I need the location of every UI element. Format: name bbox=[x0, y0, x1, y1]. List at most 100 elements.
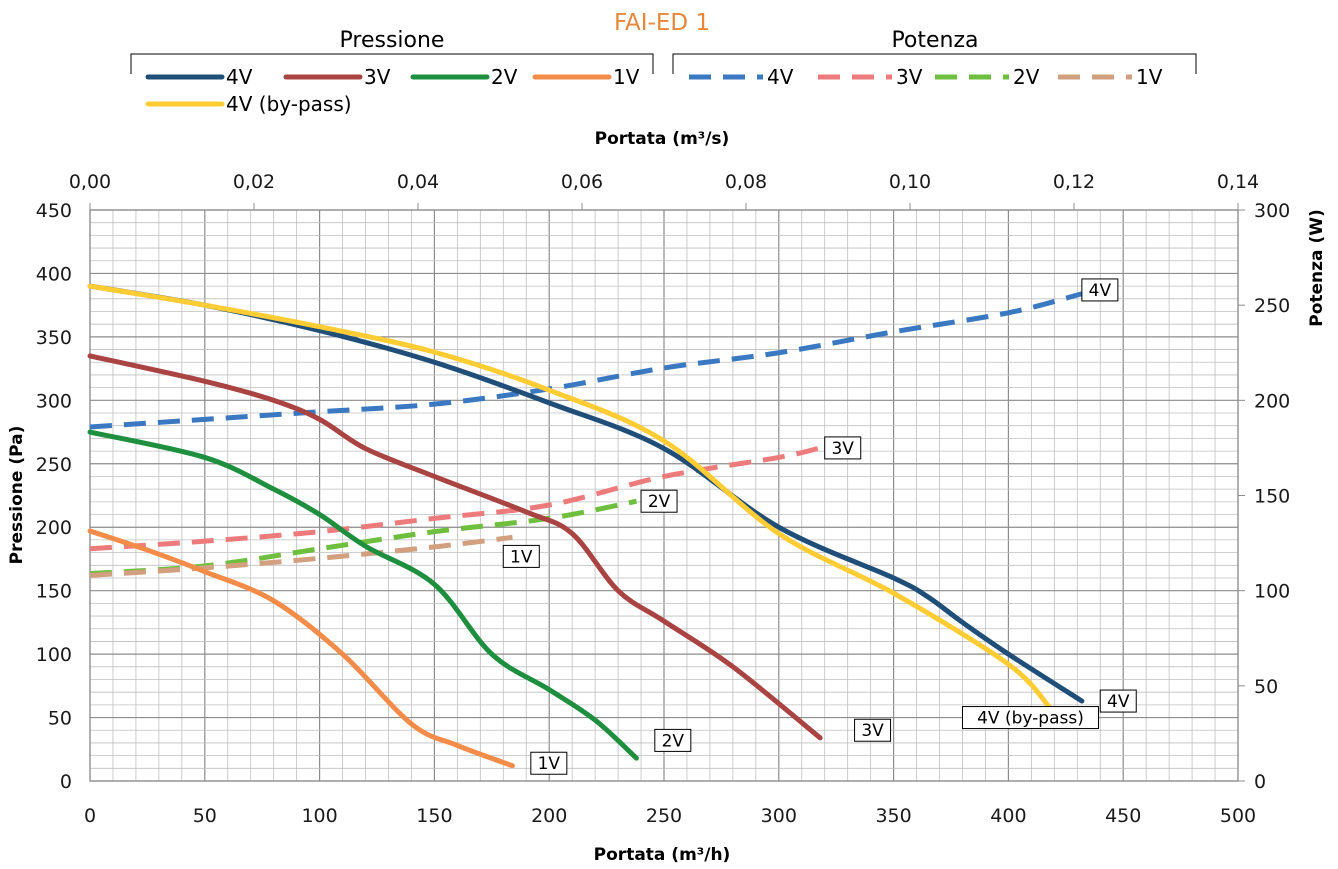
series-tags: 4V 3V 2V 1V 4V 4V (by-pass) 3V 2V 1V bbox=[502, 278, 1137, 775]
grid bbox=[89, 209, 1239, 782]
legend-bracket bbox=[672, 53, 1197, 74]
series-tag-box bbox=[824, 436, 862, 460]
legend-entry: 4V bbox=[689, 65, 794, 89]
y2-tick-label: 50 bbox=[1254, 676, 1278, 698]
x2-tick-label: 0,08 bbox=[725, 171, 767, 193]
y2-tick-label: 250 bbox=[1254, 295, 1290, 317]
x-tick-label: 200 bbox=[531, 805, 567, 827]
legend-entry: 2V bbox=[935, 65, 1040, 89]
series-tag-text: 1V bbox=[510, 547, 533, 567]
pressure-1v-tag: 1V bbox=[530, 751, 568, 775]
legend-group-2: Potenza 4V 3V 2V 1V bbox=[672, 28, 1197, 89]
legend-label: 4V bbox=[767, 65, 794, 89]
series-tag-text: 2V bbox=[648, 492, 671, 512]
y2-tick-label: 0 bbox=[1254, 771, 1266, 793]
y2-tick-label: 300 bbox=[1254, 200, 1290, 222]
x-tick-label: 0 bbox=[84, 805, 96, 827]
legend-entry: 3V bbox=[283, 65, 391, 89]
series-tag-text: 4V bbox=[1107, 692, 1130, 712]
y-tick-label: 300 bbox=[36, 390, 72, 412]
series-tag-text: 3V bbox=[861, 721, 884, 741]
y-tick-label: 200 bbox=[36, 517, 72, 539]
x-tick-label: 250 bbox=[646, 805, 682, 827]
series-tag-box bbox=[502, 544, 540, 568]
pressure-2v-line bbox=[87, 429, 639, 761]
y2-tick-label: 150 bbox=[1254, 486, 1290, 508]
series-tag-text: 1V bbox=[538, 754, 561, 774]
legend: Pressione 4V 3V 2V 1V 4V (by-pass) Potenza 4V 3V… bbox=[130, 28, 1197, 116]
power-3v-tag: 3V bbox=[824, 436, 862, 460]
series-tag-box bbox=[654, 728, 692, 752]
x-tick-label: 50 bbox=[193, 805, 217, 827]
series-tag-text: 4V (by-pass) bbox=[977, 709, 1084, 729]
x-tick-label: 450 bbox=[1105, 805, 1141, 827]
legend-entry: 3V bbox=[818, 65, 923, 89]
x-tick-label: 400 bbox=[990, 805, 1026, 827]
legend-entry: 4V (by-pass) bbox=[145, 92, 352, 116]
legend-label: 2V bbox=[1013, 65, 1040, 89]
power-4v-line bbox=[89, 291, 1083, 430]
legend-label: 2V bbox=[491, 65, 518, 89]
power-2v-line bbox=[89, 498, 637, 577]
legend-group-title: Pressione bbox=[340, 28, 445, 53]
series-tag-box bbox=[854, 718, 892, 742]
legend-label: 3V bbox=[896, 65, 923, 89]
y-tick-label: 250 bbox=[36, 454, 72, 476]
legend-label: 3V bbox=[364, 65, 391, 89]
pressure-3v-line bbox=[87, 353, 823, 741]
x2-tick-label: 0,00 bbox=[69, 171, 111, 193]
legend-entry: 2V bbox=[410, 65, 518, 89]
pressure-4v-tag: 4V bbox=[1099, 689, 1137, 713]
power-1v-tag: 1V bbox=[502, 544, 540, 568]
y-tick-label: 50 bbox=[48, 708, 72, 730]
x2-tick-label: 0,14 bbox=[1217, 171, 1259, 193]
x2-axis-title: Portata (m³/s) bbox=[595, 129, 730, 149]
x-tick-label: 350 bbox=[875, 805, 911, 827]
series-tag-text: 4V bbox=[1089, 281, 1112, 301]
power-2v-tag: 2V bbox=[640, 489, 678, 513]
legend-entry: 1V bbox=[532, 65, 640, 89]
legend-entry: 4V bbox=[145, 65, 253, 89]
y-tick-label: 0 bbox=[60, 771, 72, 793]
power-3v-line bbox=[89, 445, 821, 552]
y2-tick-label: 200 bbox=[1254, 390, 1290, 412]
power-4v-tag: 4V bbox=[1081, 278, 1119, 302]
legend-group-title: Potenza bbox=[891, 28, 978, 53]
series-tag-box bbox=[530, 751, 568, 775]
y-tick-label: 350 bbox=[36, 327, 72, 349]
x-tick-label: 100 bbox=[301, 805, 337, 827]
legend-entry: 1V bbox=[1058, 65, 1163, 89]
series-tag-box bbox=[961, 706, 1099, 730]
x2-tick-label: 0,06 bbox=[561, 171, 603, 193]
x2-tick-label: 0,12 bbox=[1053, 171, 1095, 193]
y2-axis-title: Potenza (W) bbox=[1307, 209, 1327, 326]
legend-label: 4V bbox=[226, 65, 253, 89]
pressure-1v-line bbox=[87, 528, 515, 769]
y-axis-title: Pressione (Pa) bbox=[7, 426, 27, 565]
series-layer bbox=[87, 283, 1085, 769]
x-tick-label: 500 bbox=[1220, 805, 1256, 827]
chart-title: FAI-ED 1 bbox=[614, 10, 710, 36]
pressure-4v-by-pass-tag: 4V (by-pass) bbox=[961, 706, 1099, 730]
y-tick-label: 400 bbox=[36, 263, 72, 285]
pressure-4v-line bbox=[87, 283, 1085, 704]
legend-bracket bbox=[130, 53, 654, 74]
power-1v-line bbox=[89, 534, 513, 578]
legend-label: 1V bbox=[613, 65, 640, 89]
legend-group-1: Pressione 4V 3V 2V 1V 4V (by-pass) bbox=[130, 28, 654, 116]
legend-label: 1V bbox=[1136, 65, 1163, 89]
y2-tick-label: 100 bbox=[1254, 581, 1290, 603]
x-tick-label: 300 bbox=[761, 805, 797, 827]
x2-tick-label: 0,10 bbox=[889, 171, 931, 193]
pressure-2v-tag: 2V bbox=[654, 728, 692, 752]
series-tag-box bbox=[1099, 689, 1137, 713]
pressure-4v-by-pass-line bbox=[87, 283, 1053, 710]
y-tick-label: 100 bbox=[36, 644, 72, 666]
series-tag-text: 2V bbox=[662, 731, 685, 751]
x-axis-title: Portata (m³/h) bbox=[594, 845, 731, 865]
series-tag-box bbox=[640, 489, 678, 513]
y-tick-label: 450 bbox=[36, 200, 72, 222]
